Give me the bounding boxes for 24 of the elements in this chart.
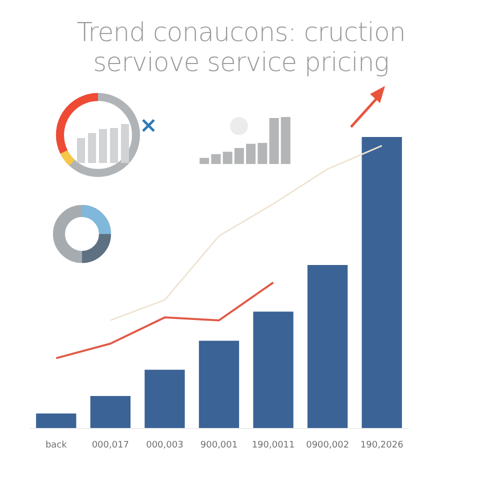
bar xyxy=(144,370,185,428)
bar xyxy=(362,137,402,428)
bar xyxy=(200,158,210,164)
bar xyxy=(253,312,294,428)
bar xyxy=(280,117,290,164)
x-tick-label: 900,001 xyxy=(200,440,238,450)
bar xyxy=(307,265,348,428)
bar xyxy=(258,142,268,164)
bar xyxy=(36,413,76,428)
bar xyxy=(246,144,256,164)
x-tick-label: back xyxy=(45,440,68,450)
x-tick-label: 000,003 xyxy=(146,440,184,450)
x-tick-label: 0900,002 xyxy=(306,440,350,450)
chart-subtitle: serviove service pricing xyxy=(92,48,390,78)
bar xyxy=(234,148,244,164)
bar xyxy=(90,396,131,428)
chart-title: Trend conaucons: cruction xyxy=(76,18,406,48)
x-tick-label: 000,017 xyxy=(92,440,130,450)
bar xyxy=(211,154,221,164)
x-tick-label: 190,0011 xyxy=(252,440,295,450)
bar xyxy=(269,118,279,164)
bar xyxy=(222,152,232,164)
x-tick-label: 190,2026 xyxy=(360,440,404,450)
bar xyxy=(198,340,240,428)
